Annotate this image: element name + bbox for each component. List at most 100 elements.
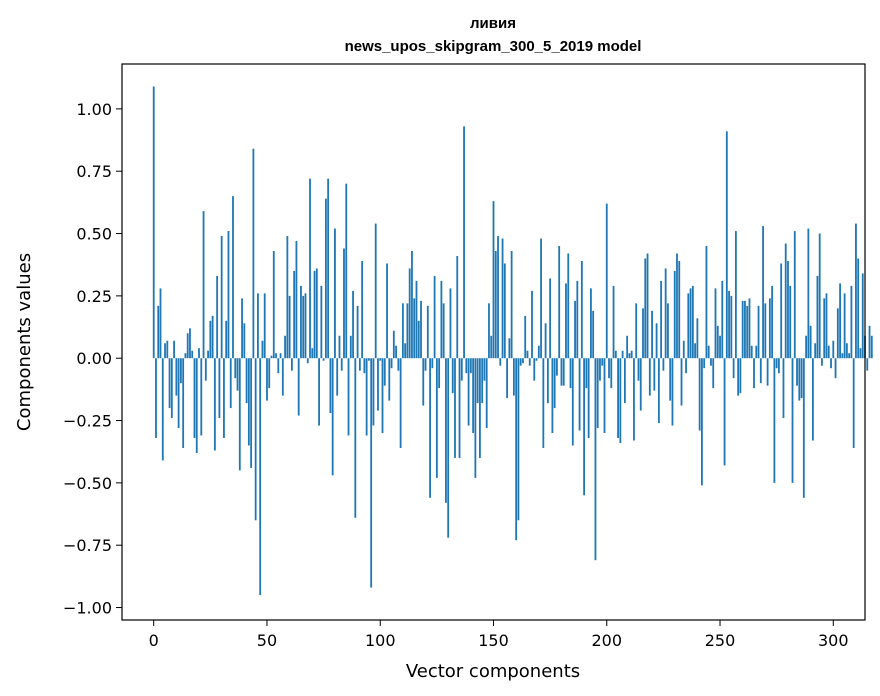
bar	[594, 358, 597, 561]
bar	[580, 260, 583, 359]
bar	[782, 358, 785, 419]
bar	[669, 358, 672, 401]
bar	[850, 285, 853, 359]
bar	[691, 285, 694, 359]
bar	[311, 348, 314, 359]
bar	[583, 358, 586, 496]
x-tick-label: 100	[365, 631, 396, 650]
bar	[793, 231, 796, 359]
bar	[755, 345, 758, 359]
bar	[392, 330, 395, 359]
bar	[227, 231, 230, 359]
bar	[687, 293, 690, 359]
bar	[823, 298, 826, 359]
bar	[805, 335, 808, 359]
bar	[182, 358, 185, 448]
bar	[553, 358, 556, 409]
bar	[628, 353, 631, 359]
bar	[161, 358, 164, 461]
bar	[712, 358, 715, 389]
bar	[644, 258, 647, 359]
bar	[841, 353, 844, 359]
bar	[689, 288, 692, 359]
bar	[297, 358, 300, 416]
bar	[284, 335, 286, 359]
x-tick-label: 250	[705, 631, 736, 650]
bar	[259, 358, 262, 596]
bar	[302, 295, 305, 359]
bar	[560, 358, 563, 386]
bar	[340, 358, 343, 371]
x-tick-label: 150	[478, 631, 509, 650]
bar	[866, 358, 869, 371]
bar	[155, 358, 157, 438]
bar	[811, 358, 814, 441]
bar	[293, 270, 296, 359]
bar	[198, 348, 200, 359]
bar	[766, 358, 769, 386]
bar	[236, 358, 239, 391]
bar	[660, 280, 663, 359]
bar	[485, 358, 488, 429]
bar	[220, 236, 223, 359]
bar	[322, 358, 325, 361]
bar	[159, 288, 162, 359]
bar	[474, 358, 477, 478]
bar	[243, 323, 246, 359]
bar	[451, 358, 454, 394]
x-tick-label: 50	[257, 631, 277, 650]
bar	[753, 358, 755, 389]
bar	[655, 323, 658, 359]
bar	[515, 358, 518, 541]
bar	[157, 305, 160, 359]
bar	[179, 358, 182, 384]
bar	[630, 350, 633, 359]
bar	[741, 300, 744, 359]
bar	[707, 345, 710, 359]
bar	[576, 280, 579, 359]
bar	[189, 328, 191, 359]
bar	[780, 263, 783, 359]
bar	[623, 358, 626, 404]
bar	[234, 358, 237, 379]
x-tick-label: 0	[149, 631, 159, 650]
bar	[463, 126, 465, 359]
bar	[458, 358, 461, 458]
bar	[571, 358, 574, 446]
bar	[469, 358, 472, 374]
bar	[605, 203, 608, 359]
bar	[309, 178, 311, 359]
bar	[173, 340, 175, 359]
y-tick-label: 0.00	[76, 349, 112, 368]
bar	[857, 258, 860, 359]
bar	[503, 263, 506, 359]
bar	[304, 293, 307, 359]
bar	[354, 358, 357, 518]
bar	[673, 270, 676, 359]
bar	[617, 358, 619, 438]
bar	[519, 358, 522, 366]
bar	[195, 358, 198, 453]
bar	[517, 358, 520, 521]
bar	[404, 343, 407, 359]
bar	[200, 358, 203, 436]
bar	[651, 310, 653, 359]
bar	[352, 290, 354, 359]
bar	[825, 293, 828, 359]
bar	[703, 358, 706, 369]
bar	[633, 358, 635, 441]
y-tick-label: −0.50	[63, 474, 112, 493]
bar	[232, 196, 234, 359]
bar	[855, 223, 857, 359]
bar	[789, 285, 792, 359]
bar	[494, 251, 497, 359]
bar	[739, 358, 742, 394]
bar	[642, 308, 644, 359]
bar	[725, 131, 728, 359]
bar	[263, 293, 266, 359]
bar	[368, 358, 370, 361]
bar	[859, 348, 862, 359]
y-tick-label: 0.50	[76, 225, 112, 244]
bar	[723, 358, 726, 466]
